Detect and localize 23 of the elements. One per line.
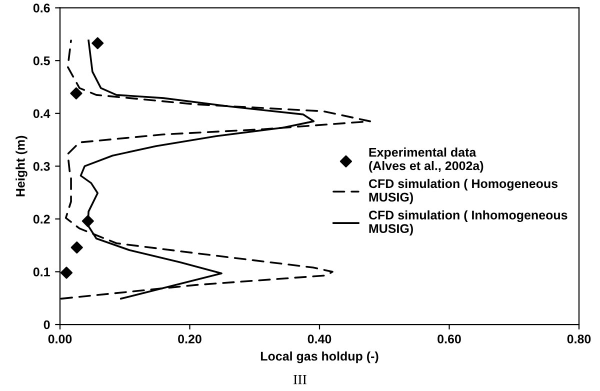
- x-tick-label: 0.40: [308, 334, 332, 344]
- y-tick-label: 0.1: [33, 268, 50, 276]
- x-axis-title: Local gas holdup (-): [260, 351, 378, 364]
- legend-label: Experimental data (Alves et al., 2002a): [369, 148, 484, 173]
- y-axis-title: Height (m): [16, 136, 28, 196]
- y-tick-label: 0.2: [33, 214, 50, 224]
- y-tick-label: 0.6: [33, 4, 50, 12]
- point: [70, 241, 83, 254]
- point: [82, 214, 94, 228]
- x-tick-label: 0.00: [48, 334, 72, 344]
- legend-label: CFD simulation ( Inhomogeneous MUSIG): [368, 210, 568, 236]
- y-tick-label: 0.3: [33, 162, 50, 171]
- y-tick-label: 0.5: [33, 56, 50, 66]
- legend-label: CFD simulation ( Homogeneous MUSIG): [368, 178, 558, 204]
- y-tick-label: 0: [44, 320, 50, 330]
- text: III: [294, 375, 306, 384]
- point: [92, 37, 104, 50]
- x-tick-label: 0.20: [178, 334, 202, 344]
- point: [60, 266, 73, 279]
- y-tick-label: 0.4: [33, 109, 50, 118]
- point: [70, 87, 82, 100]
- x-tick-label: 0.80: [567, 334, 591, 344]
- x-tick-label: 0.60: [438, 334, 461, 344]
